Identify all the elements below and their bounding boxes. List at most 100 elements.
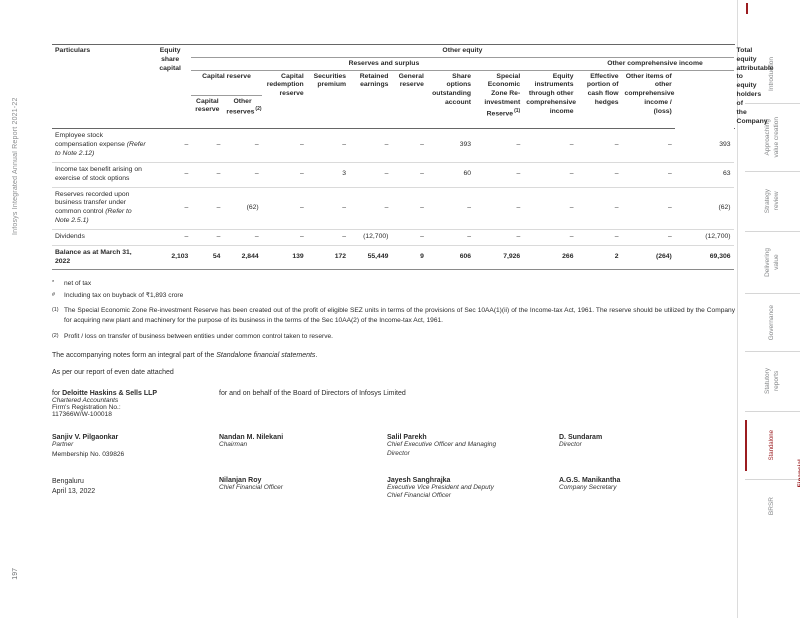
signatory-name: Nandan M. Nilekani <box>219 434 284 442</box>
auditor-firm-name: Deloitte Haskins & Sells LLP <box>62 390 158 398</box>
signatories-row-2: Bengaluru April 13, 2022 Nilanjan Roy Ch… <box>52 477 735 502</box>
auditor-reg-label: Firm's Registration No.: <box>52 404 121 412</box>
col-header-sez-reserve: Special Economic Zone Re-investment Rese… <box>474 70 524 130</box>
value-cell: 7,926 <box>474 245 524 271</box>
tab-introduction[interactable]: Introduction <box>745 44 800 104</box>
accompanying-notes-line: The accompanying notes form an integral … <box>52 352 735 359</box>
value-cell: – <box>191 162 224 188</box>
value-cell: – <box>426 187 475 230</box>
signatory-name: A.G.S. Manikantha <box>559 476 621 484</box>
value-cell: – <box>576 162 622 188</box>
col-header-other-items: Other items of other comprehensive incom… <box>621 70 675 130</box>
footnote-marker: # <box>52 291 55 298</box>
value-cell: – <box>306 187 350 230</box>
particulars-text: Income tax benefit arising on exercise o… <box>55 165 142 182</box>
signatory-block: D. Sundaram Director <box>559 434 735 459</box>
signatory-block: Salil Parekh Chief Executive Officer and… <box>387 434 559 459</box>
signatory-role: Company Secretary <box>559 483 617 491</box>
auditor-firm-line: for Deloitte Haskins & Sells LLP <box>52 390 219 397</box>
value-cell: – <box>391 229 427 246</box>
report-title-vertical: Infosys Integrated Annual Report 2021-22 <box>12 97 19 235</box>
footnote-text: Including tax on buyback of ₹1,893 crore <box>64 291 184 299</box>
sez-footnote-ref: (1) <box>514 107 521 114</box>
signatory-name: Jayesh Sanghrajka <box>387 476 451 484</box>
value-cell: – <box>223 162 262 188</box>
value-cell: – <box>576 187 622 230</box>
signatory-role: Partner <box>52 441 74 449</box>
value-cell: – <box>261 128 307 163</box>
value-cell: – <box>148 162 192 188</box>
value-cell: – <box>474 162 524 188</box>
auditor-board-row: for Deloitte Haskins & Sells LLP Charter… <box>52 390 735 418</box>
value-cell: – <box>191 187 224 230</box>
tab-label: Introduction <box>768 56 776 91</box>
tab-brsr[interactable]: BRSR <box>745 480 800 532</box>
value-cell: – <box>391 162 427 188</box>
tab-statutory-reports[interactable]: Statutory reports <box>745 352 800 412</box>
row-particulars: Balance as at March 31, 2022 <box>52 245 149 271</box>
row-particulars: Income tax benefit arising on exercise o… <box>52 162 149 188</box>
value-cell: – <box>261 162 307 188</box>
row-particulars: Reserves recorded upon business transfer… <box>52 187 149 230</box>
signatory-membership: Membership No. 039826 <box>52 450 125 458</box>
tab-delivering-value[interactable]: Delivering value <box>745 232 800 294</box>
sign-date: April 13, 2022 <box>52 488 96 496</box>
value-cell: 393 <box>426 128 475 163</box>
value-cell: 69,306 <box>674 245 734 271</box>
footnote-net-of-tax: * net of tax <box>52 279 735 289</box>
particulars-text: Balance as at March 31, 2022 <box>55 248 132 265</box>
signatories-row-1: Sanjiv V. Pilgaonkar Partner Membership … <box>52 434 735 459</box>
tab-sublabel: Standalone <box>769 430 776 461</box>
signatory-block: Nilanjan Roy Chief Financial Officer <box>219 477 387 502</box>
other-reserves-footnote-ref: (2) <box>255 106 262 113</box>
table-row: Dividends – – – – – (12,700) – – – – – – (12,700) <box>52 229 735 246</box>
value-cell: – <box>261 187 307 230</box>
value-cell: (12,700) <box>674 229 734 246</box>
value-cell: (62) <box>674 187 734 230</box>
value-cell: – <box>523 162 577 188</box>
footnote-text: net of tax <box>64 280 92 288</box>
value-cell: – <box>306 128 350 163</box>
value-cell: – <box>576 229 622 246</box>
value-cell: – <box>148 128 192 163</box>
value-cell: – <box>191 128 224 163</box>
value-cell: – <box>349 128 392 163</box>
footnote-marker: * <box>52 280 55 287</box>
value-cell: 139 <box>261 245 307 271</box>
tab-governance[interactable]: Governance <box>745 294 800 352</box>
col-header-total-equity: Total equity attributable to equity hold… <box>733 44 774 130</box>
value-cell: – <box>474 187 524 230</box>
value-cell: 2,103 <box>148 245 192 271</box>
signatory-role: Chief Executive Officer and Managing Dir… <box>387 441 497 457</box>
particulars-text: Employee stock compensation expense <box>55 132 125 149</box>
tab-financial-statements[interactable]: Financial statements Standalone <box>745 412 800 487</box>
col-header-share-options: Share options outstanding account <box>426 70 475 130</box>
value-cell: 55,449 <box>349 245 392 271</box>
signatory-name: Nilanjan Roy <box>219 476 262 484</box>
for-prefix: for <box>52 390 63 398</box>
value-cell: (12,700) <box>349 229 392 246</box>
col-header-securities-premium: Securities premium <box>306 70 350 130</box>
value-cell: – <box>306 229 350 246</box>
value-cell: – <box>621 162 675 188</box>
footnote-marker: (2) <box>52 332 59 339</box>
particulars-text: Reserves recorded upon business transfer… <box>55 190 130 216</box>
value-cell: – <box>148 229 192 246</box>
red-corner-mark <box>746 3 748 14</box>
table-row: Income tax benefit arising on exercise o… <box>52 162 735 188</box>
tab-approaching-value-creation[interactable]: Approaching value creation <box>745 104 800 172</box>
tab-strategy-review[interactable]: Strategy review <box>745 172 800 232</box>
signatory-block: Jayesh Sanghrajka Executive Vice Preside… <box>387 477 559 502</box>
value-cell: – <box>474 229 524 246</box>
page-number: 197 <box>12 568 19 580</box>
section-tab-rail: Introduction Approaching value creation … <box>745 44 800 532</box>
value-cell: – <box>426 229 475 246</box>
value-cell: 54 <box>191 245 224 271</box>
value-cell: – <box>523 187 577 230</box>
value-cell: – <box>576 128 622 163</box>
col-header-equity-instruments: Equity instruments through other compreh… <box>523 70 577 130</box>
row-particulars: Dividends <box>52 229 149 246</box>
value-cell: 2,844 <box>223 245 262 271</box>
value-cell: – <box>148 187 192 230</box>
value-cell: (264) <box>621 245 675 271</box>
